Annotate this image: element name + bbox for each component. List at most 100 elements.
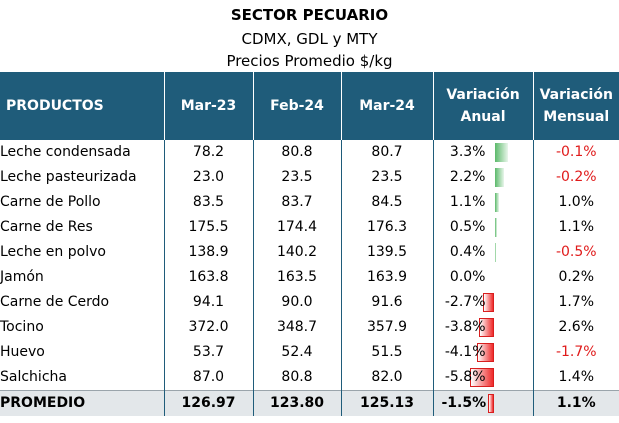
header-mar23: Mar-23	[164, 72, 254, 140]
product-cell: Carne de Res	[0, 215, 165, 240]
var-anual-databar	[477, 343, 495, 362]
var-anual-cell: 3.3%	[433, 140, 534, 165]
table-row: Tocino 372.0 348.7 357.9 -3.8% 2.6%	[0, 315, 619, 340]
mar24-cell: 125.13	[341, 390, 434, 416]
mar24-cell: 23.5	[341, 165, 434, 190]
report-subtitle-units: Precios Promedio $/kg	[226, 52, 393, 70]
product-cell: Huevo	[0, 340, 165, 365]
mar24-cell: 51.5	[341, 340, 434, 365]
feb24-cell: 123.80	[253, 390, 342, 416]
var-anual-cell: 2.2%	[433, 165, 534, 190]
product-cell: Jamón	[0, 265, 165, 290]
var-anual-value: 0.0%	[449, 269, 486, 285]
report-subtitle-cities: CDMX, GDL y MTY	[241, 30, 378, 48]
mar24-cell: 84.5	[341, 190, 434, 215]
header-var-anual-line2: Anual	[460, 109, 506, 125]
header-var-mensual: Variación Mensual	[533, 72, 619, 140]
feb24-cell: 83.7	[253, 190, 342, 215]
var-mensual-cell: 1.7%	[558, 294, 595, 310]
mar24-cell: 163.9	[341, 265, 434, 290]
table-row: Leche en polvo 138.9 140.2 139.5 0.4% -0.5%	[0, 240, 619, 265]
var-mensual-cell: 2.6%	[558, 319, 595, 335]
mar24-cell: 91.6	[341, 290, 434, 315]
feb24-cell: 348.7	[253, 315, 342, 340]
var-anual-databar	[494, 168, 504, 187]
var-anual-value: -3.8%	[444, 319, 486, 335]
table-row: Leche condensada 78.2 80.8 80.7 3.3% -0.1%	[0, 140, 619, 165]
report-title: SECTOR PECUARIO	[230, 6, 389, 24]
mar24-cell: 80.7	[341, 140, 434, 165]
product-cell: Leche en polvo	[0, 240, 165, 265]
table-row: Carne de Res 175.5 174.4 176.3 0.5% 1.1%	[0, 215, 619, 240]
prices-table: PRODUCTOS Mar-23 Feb-24 Mar-24 Variación…	[0, 72, 619, 416]
table-row: Jamón 163.8 163.5 163.9 0.0% 0.2%	[0, 265, 619, 290]
mar23-cell: 23.0	[164, 165, 254, 190]
mar23-cell: 78.2	[164, 140, 254, 165]
product-cell: PROMEDIO	[0, 390, 165, 416]
mar24-cell: 139.5	[341, 240, 434, 265]
product-cell: Leche condensada	[0, 140, 165, 165]
table-row: Carne de Cerdo 94.1 90.0 91.6 -2.7% 1.7%	[0, 290, 619, 315]
var-anual-value: -1.5%	[441, 395, 487, 411]
table-row: Salchicha 87.0 80.8 82.0 -5.8% 1.4%	[0, 365, 619, 391]
var-anual-cell: 0.5%	[433, 215, 534, 240]
var-anual-value: -4.1%	[444, 344, 486, 360]
var-mensual-cell: -0.1%	[555, 144, 597, 160]
total-row: PROMEDIO 126.97 123.80 125.13 -1.5% 1.1%	[0, 390, 619, 416]
feb24-cell: 174.4	[253, 215, 342, 240]
var-anual-databar	[478, 318, 495, 337]
var-anual-value: 3.3%	[449, 144, 486, 160]
mar24-cell: 82.0	[341, 365, 434, 391]
product-cell: Leche pasteurizada	[0, 165, 165, 190]
mar23-cell: 175.5	[164, 215, 254, 240]
var-anual-databar	[470, 368, 495, 387]
mar23-cell: 94.1	[164, 290, 254, 315]
header-mar24: Mar-24	[341, 72, 434, 140]
product-cell: Salchicha	[0, 365, 165, 391]
var-anual-cell: -4.1%	[433, 340, 534, 365]
feb24-cell: 80.8	[253, 140, 342, 165]
var-anual-cell: -3.8%	[433, 315, 534, 340]
var-anual-databar	[488, 394, 495, 413]
var-mensual-cell: -0.5%	[555, 244, 597, 260]
var-anual-value: -5.8%	[444, 369, 486, 385]
feb24-cell: 80.8	[253, 365, 342, 391]
mar23-cell: 372.0	[164, 315, 254, 340]
var-anual-value: 0.4%	[449, 244, 486, 260]
table-row: Carne de Pollo 83.5 83.7 84.5 1.1% 1.0%	[0, 190, 619, 215]
var-anual-value: 2.2%	[449, 169, 486, 185]
var-anual-cell: -5.8%	[433, 365, 534, 391]
var-anual-value: 1.1%	[449, 194, 486, 210]
var-mensual-cell: 0.2%	[558, 269, 595, 285]
var-anual-value: -2.7%	[444, 294, 486, 310]
feb24-cell: 52.4	[253, 340, 342, 365]
var-mensual-cell: 1.0%	[558, 194, 595, 210]
var-anual-cell: 0.0%	[433, 265, 534, 290]
feb24-cell: 90.0	[253, 290, 342, 315]
product-cell: Carne de Cerdo	[0, 290, 165, 315]
header-row: PRODUCTOS Mar-23 Feb-24 Mar-24 Variación…	[0, 72, 619, 140]
feb24-cell: 163.5	[253, 265, 342, 290]
product-cell: Tocino	[0, 315, 165, 340]
mar23-cell: 163.8	[164, 265, 254, 290]
var-anual-cell: 1.1%	[433, 190, 534, 215]
table-row: Leche pasteurizada 23.0 23.5 23.5 2.2% -0.2%	[0, 165, 619, 190]
header-products: PRODUCTOS	[0, 72, 165, 140]
table-row: Huevo 53.7 52.4 51.5 -4.1% -1.7%	[0, 340, 619, 365]
product-cell: Carne de Pollo	[0, 190, 165, 215]
mar23-cell: 126.97	[164, 390, 254, 416]
var-mensual-cell: -0.2%	[555, 169, 597, 185]
mar23-cell: 138.9	[164, 240, 254, 265]
var-anual-databar	[483, 293, 495, 312]
mar23-cell: 53.7	[164, 340, 254, 365]
feb24-cell: 23.5	[253, 165, 342, 190]
feb24-cell: 140.2	[253, 240, 342, 265]
header-var-anual: Variación Anual	[433, 72, 534, 140]
var-anual-databar	[494, 143, 509, 162]
var-anual-cell: 0.4%	[433, 240, 534, 265]
header-var-anual-line1: Variación	[446, 87, 520, 103]
var-anual-databar	[494, 193, 500, 212]
header-var-mensual-line1: Variación	[539, 87, 613, 103]
header-feb24: Feb-24	[253, 72, 342, 140]
mar23-cell: 83.5	[164, 190, 254, 215]
